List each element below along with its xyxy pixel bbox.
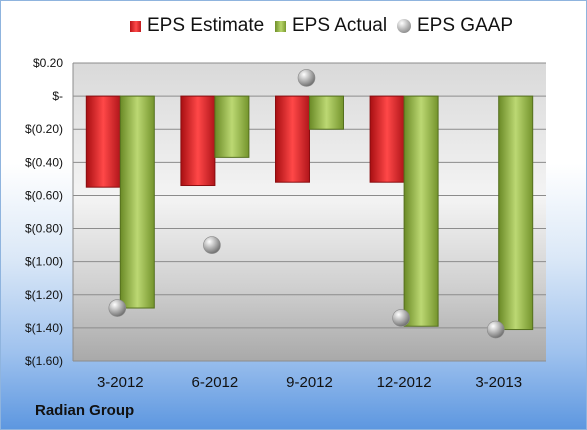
bar-eps-actual	[403, 95, 439, 327]
marker-eps-gaap	[203, 236, 221, 254]
x-tick-label: 12-2012	[377, 374, 432, 391]
bar-eps-estimate	[85, 95, 121, 188]
bar-eps-actual	[119, 95, 155, 309]
y-tick-label: $(1.40)	[25, 321, 63, 335]
y-tick-label: $(0.60)	[25, 188, 63, 202]
legend-swatch-eps-actual	[275, 20, 286, 32]
legend: EPS Estimate EPS Actual EPS GAAP	[1, 15, 586, 45]
legend-label-eps-actual: EPS Actual	[292, 15, 388, 36]
legend-label-eps-gaap: EPS GAAP	[417, 15, 514, 36]
x-tick-label: 3-2012	[97, 374, 144, 391]
y-tick-label: $(0.40)	[25, 155, 63, 169]
bar-eps-actual	[214, 95, 250, 158]
company-name: Radian Group	[35, 402, 135, 419]
marker-eps-gaap	[108, 299, 127, 317]
y-tick-label: $(0.20)	[25, 122, 63, 136]
legend-label-eps-estimate: EPS Estimate	[147, 15, 265, 36]
y-tick-label: $(0.80)	[25, 222, 63, 236]
x-tick-label: 9-2012	[286, 374, 333, 391]
legend-item-eps-estimate: EPS Estimate	[130, 15, 264, 37]
legend-marker-eps-gaap	[397, 19, 411, 33]
marker-eps-gaap	[297, 69, 316, 87]
legend-swatch-eps-estimate	[130, 20, 141, 32]
legend-item-eps-actual: EPS Actual	[275, 15, 387, 37]
bar-eps-actual	[498, 95, 534, 331]
y-tick-label: $0.20	[33, 56, 63, 70]
y-tick-label: $-	[52, 89, 63, 103]
bar-eps-estimate	[369, 95, 405, 183]
marker-eps-gaap	[486, 320, 505, 339]
x-tick-label: 6-2012	[192, 374, 239, 391]
y-tick-label: $(1.00)	[25, 255, 63, 269]
bar-eps-actual	[309, 95, 344, 130]
legend-item-eps-gaap: EPS GAAP	[397, 15, 513, 37]
bar-eps-estimate	[275, 95, 310, 183]
x-tick-label: 3-2013	[475, 374, 522, 391]
bar-eps-estimate	[180, 95, 216, 187]
y-tick-label: $(1.60)	[25, 354, 63, 368]
marker-eps-gaap	[392, 309, 410, 327]
y-tick-label: $(1.20)	[25, 288, 63, 302]
